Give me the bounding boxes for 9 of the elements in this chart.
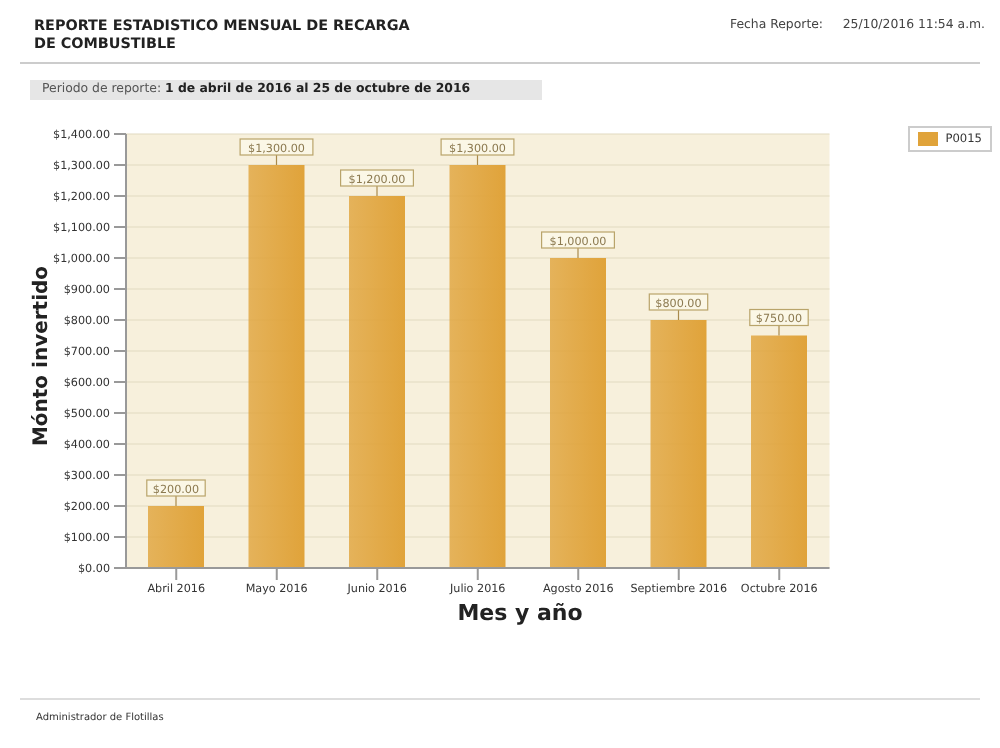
bar <box>449 165 506 568</box>
bar <box>148 506 204 568</box>
y-axis-title: Mónto invertido <box>31 265 53 447</box>
bar <box>349 196 405 568</box>
bar <box>248 165 305 568</box>
bar <box>650 320 707 568</box>
bar <box>751 335 807 568</box>
x-axis-title: Mes y año <box>457 600 583 626</box>
bar <box>550 258 606 568</box>
